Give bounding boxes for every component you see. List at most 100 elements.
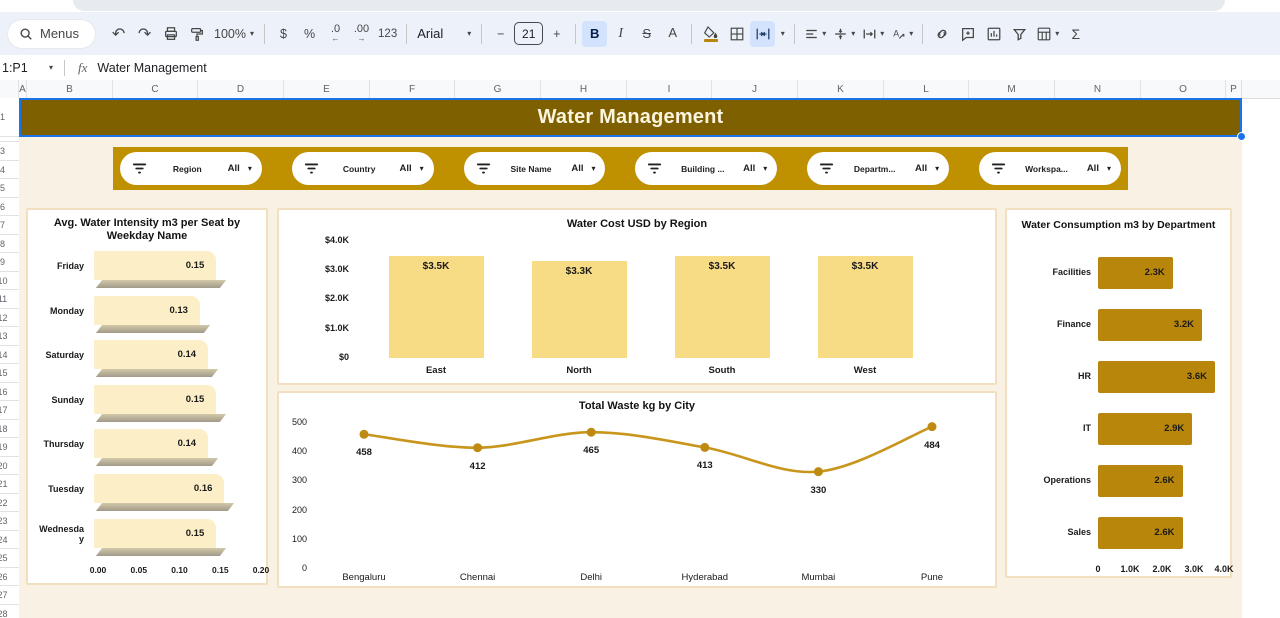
table-tools-button[interactable]: ▾ [1033, 21, 1062, 47]
row-header-23[interactable]: 23 [0, 512, 19, 531]
corner-header-cell[interactable] [0, 80, 19, 98]
decrease-font-size-button[interactable]: − [497, 26, 505, 41]
column-header-C[interactable]: C [113, 80, 198, 98]
column-header-B[interactable]: B [27, 80, 113, 98]
row-header-9[interactable]: 9 [0, 253, 19, 272]
fill-color-button[interactable] [698, 21, 723, 47]
row-header-19[interactable]: 19 [0, 438, 19, 457]
selection-handle[interactable] [1237, 132, 1246, 141]
row-header-25[interactable]: 25 [0, 549, 19, 568]
merge-cells-dropdown[interactable]: ▾ [776, 21, 788, 47]
row-header-3[interactable]: 3 [0, 142, 19, 161]
chart-card-weekday-intensity[interactable]: Avg. Water Intensity m3 per Seat by Week… [26, 208, 269, 585]
bar-category-label: Sunday [51, 394, 84, 405]
horizontal-align-button[interactable]: ▾ [801, 21, 829, 47]
vertical-align-button[interactable]: ▾ [830, 21, 858, 47]
column-header-G[interactable]: G [455, 80, 541, 98]
column-header-N[interactable]: N [1055, 80, 1141, 98]
column-header-O[interactable]: O [1141, 80, 1226, 98]
banner-title-cell[interactable]: Water Management [19, 98, 1242, 137]
column-header-F[interactable]: F [370, 80, 455, 98]
font-family-select[interactable]: Arial ▾ [413, 21, 475, 47]
insert-chart-button[interactable] [981, 21, 1006, 47]
strikethrough-button[interactable]: S [642, 26, 652, 41]
insert-link-button[interactable] [929, 21, 954, 47]
increase-decimal-button[interactable]: .00 → [349, 21, 374, 47]
column-header-A[interactable]: A [19, 80, 27, 98]
merge-cells-button[interactable] [750, 20, 776, 47]
row-header-12[interactable]: 12 [0, 309, 19, 327]
more-formats-button[interactable]: 123 [378, 27, 398, 40]
column-header-I[interactable]: I [627, 80, 712, 98]
currency-format-button[interactable]: $ [280, 26, 287, 41]
row-header-21[interactable]: 21 [0, 475, 19, 494]
font-size-input[interactable]: 21 [514, 22, 544, 45]
column-header-P[interactable]: P [1226, 80, 1242, 98]
row-header-10[interactable]: 10 [0, 272, 19, 290]
filter-pill-site-name[interactable]: Site Name All ▾ [463, 152, 606, 185]
print-button[interactable] [158, 21, 183, 47]
menus-search-button[interactable]: Menus [8, 19, 96, 48]
row-header-26[interactable]: 26 [0, 568, 19, 586]
column-header-E[interactable]: E [284, 80, 370, 98]
column-header-K[interactable]: K [798, 80, 884, 98]
row-header-20[interactable]: 20 [0, 457, 19, 475]
chart-card-consumption-department[interactable]: Water Consumption m3 by Department Facili… [1005, 208, 1234, 578]
row-header-24[interactable]: 24 [0, 531, 19, 549]
row-header-22[interactable]: 22 [0, 494, 19, 512]
italic-button[interactable]: I [618, 25, 624, 41]
y-axis-tick: 400 [291, 446, 307, 457]
redo-button[interactable]: ↷ [137, 25, 152, 43]
filter-list-icon [132, 162, 147, 175]
insert-comment-button[interactable] [955, 21, 980, 47]
row-header-5[interactable]: 5 [0, 179, 19, 198]
column-header-D[interactable]: D [198, 80, 284, 98]
text-rotation-button[interactable]: A ▾ [888, 21, 916, 47]
percent-format-button[interactable]: % [303, 26, 316, 41]
text-color-button[interactable]: A [660, 21, 685, 47]
column-header-H[interactable]: H [541, 80, 627, 98]
undo-button[interactable]: ↶ [111, 25, 126, 43]
column-header-M[interactable]: M [969, 80, 1055, 98]
row-header-15[interactable]: 15 [0, 364, 19, 383]
increase-font-size-button[interactable]: + [553, 26, 561, 41]
bar [817, 255, 913, 358]
paint-format-button[interactable] [184, 21, 209, 47]
row-header-4[interactable]: 4 [0, 161, 19, 179]
row-header-27[interactable]: 27 [0, 586, 19, 605]
chevron-down-icon[interactable]: ▾ [49, 63, 54, 72]
text-wrap-button[interactable]: ▾ [859, 21, 887, 47]
filter-pill-departm-[interactable]: Departm... All ▾ [807, 152, 950, 185]
filter-pill-workspa-[interactable]: Workspa... All ▾ [979, 152, 1121, 185]
formula-input[interactable]: Water Management [97, 60, 207, 75]
create-filter-button[interactable] [1007, 21, 1032, 47]
filter-pill-region[interactable]: Region All ▾ [120, 152, 262, 185]
row-header-14[interactable]: 14 [0, 346, 19, 364]
row-header-16[interactable]: 16 [0, 383, 19, 401]
filter-pill-country[interactable]: Country All ▾ [291, 152, 434, 185]
row-header-8[interactable]: 8 [0, 235, 19, 253]
row-header-1[interactable]: 1 [0, 98, 19, 137]
column-header-J[interactable]: J [712, 80, 798, 98]
filter-pill-building-[interactable]: Building ... All ▾ [635, 152, 778, 185]
row-header-6[interactable]: 6 [0, 198, 19, 216]
row-header-13[interactable]: 13 [0, 327, 19, 346]
row-header-2[interactable] [0, 137, 19, 142]
zoom-select[interactable]: 100% ▾ [210, 21, 258, 47]
name-box[interactable]: 1:P1 [2, 60, 28, 75]
row-header-11[interactable]: 11 [0, 290, 19, 309]
column-header-L[interactable]: L [884, 80, 969, 98]
functions-button[interactable]: Σ [1071, 25, 1081, 42]
chevron-down-icon: ▾ [467, 29, 472, 38]
row-header-7[interactable]: 7 [0, 216, 19, 235]
x-axis-tick: 2.0K [1152, 564, 1172, 574]
row-header-18[interactable]: 18 [0, 420, 19, 438]
row-header-17[interactable]: 17 [0, 401, 19, 420]
borders-button[interactable] [724, 21, 749, 47]
decrease-decimal-button[interactable]: .0 ← [323, 21, 348, 47]
chart-card-water-cost-region[interactable]: Water Cost USD by Region $4.0K $3.0K $2.0K $… [277, 208, 997, 385]
bold-button[interactable]: B [582, 20, 608, 47]
row-header-28[interactable]: 28 [0, 605, 19, 618]
y-axis-tick: 200 [291, 504, 307, 515]
chart-card-waste-by-city[interactable]: Total Waste kg by City 500 400 300 200 100 0 45… [277, 391, 997, 588]
